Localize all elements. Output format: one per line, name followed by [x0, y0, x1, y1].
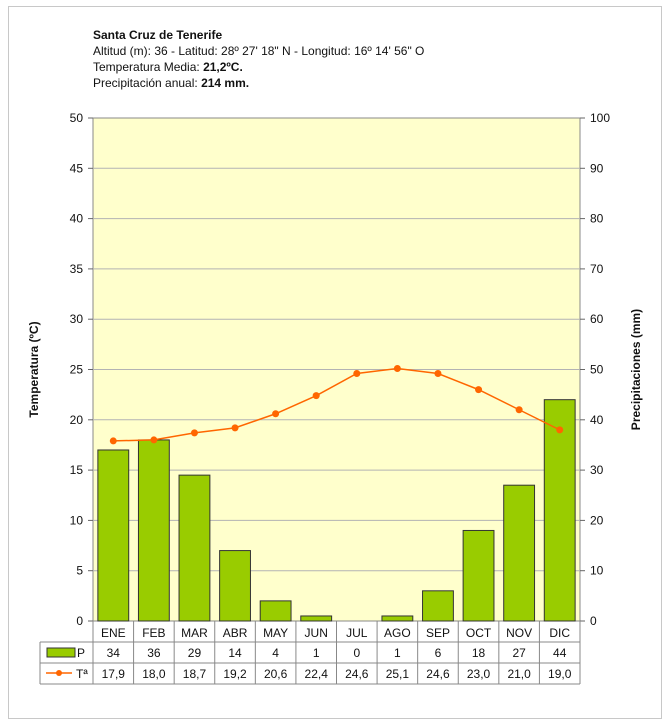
temperature-value: 17,9 — [102, 667, 126, 681]
temperature-point — [515, 406, 523, 414]
precipitation-legend-label: P — [77, 646, 85, 660]
left-tick-label: 0 — [76, 614, 83, 628]
right-tick-label: 20 — [590, 513, 604, 527]
right-tick-label: 70 — [590, 262, 604, 276]
month-label: AGO — [384, 626, 411, 640]
temperature-value: 24,6 — [426, 667, 450, 681]
temperature-value: 25,1 — [386, 667, 410, 681]
precipitation-value: 0 — [353, 646, 360, 660]
precipitation-value: 6 — [435, 646, 442, 660]
temperature-point — [434, 370, 442, 378]
precipitation-bar — [219, 550, 251, 622]
precipitation-bar — [137, 439, 170, 622]
temperature-point — [556, 426, 564, 434]
left-tick-label: 20 — [70, 413, 84, 427]
precipitation-value: 1 — [394, 646, 401, 660]
temperature-value: 22,4 — [305, 667, 329, 681]
right-tick-label: 100 — [590, 111, 610, 125]
month-label: JUN — [305, 626, 328, 640]
month-label: NOV — [506, 626, 532, 640]
month-label: SEP — [426, 626, 450, 640]
precipitation-value: 44 — [553, 646, 567, 660]
station-title: Santa Cruz de Tenerife — [93, 28, 223, 42]
location-info: Altitud (m): 36 - Latitud: 28º 27' 18" N… — [93, 44, 425, 58]
temperature-value: 18,0 — [142, 667, 166, 681]
annual-precipitation-value: 214 mm. — [201, 76, 250, 90]
precipitation-bar — [97, 449, 130, 622]
temperature-value: 23,0 — [467, 667, 491, 681]
left-tick-label: 50 — [70, 111, 84, 125]
right-tick-label: 80 — [590, 212, 604, 226]
precipitation-bar — [543, 399, 576, 622]
precipitation-bar — [381, 615, 414, 622]
temperature-point — [312, 392, 320, 400]
mean-temperature: Temperatura Media: 21,2ºC. — [93, 59, 424, 75]
right-tick-label: 90 — [590, 161, 604, 175]
annual-precipitation-label: Precipitación anual: — [93, 76, 202, 90]
temperature-point — [231, 424, 239, 432]
temperature-legend-label: Tª — [76, 667, 88, 681]
temperature-line — [113, 367, 561, 442]
month-label: ABR — [223, 626, 248, 640]
temperature-value: 24,6 — [345, 667, 369, 681]
temperature-value: 19,2 — [223, 667, 247, 681]
precipitation-bar — [300, 615, 333, 622]
precipitation-bar — [462, 529, 495, 622]
temperature-point — [475, 386, 483, 394]
mean-temperature-label: Temperatura Media: — [93, 60, 204, 74]
precipitation-value: 27 — [512, 646, 526, 660]
right-tick-label: 0 — [590, 614, 597, 628]
right-axis-title: Precipitaciones (mm) — [629, 309, 643, 430]
precipitation-bar — [422, 590, 454, 622]
precipitation-bar — [259, 600, 292, 622]
precipitation-value: 29 — [188, 646, 202, 660]
temperature-value: 18,7 — [183, 667, 207, 681]
temperature-point — [190, 429, 198, 437]
chart-header: Santa Cruz de Tenerife Altitud (m): 36 -… — [93, 27, 424, 91]
month-label: MAY — [263, 626, 288, 640]
precipitation-value: 18 — [472, 646, 486, 660]
temperature-legend-marker — [56, 670, 62, 676]
temperature-point — [150, 436, 158, 444]
month-label: FEB — [142, 626, 165, 640]
temperature-point — [272, 410, 280, 418]
annual-precipitation: Precipitación anual: 214 mm. — [93, 75, 424, 91]
left-tick-label: 25 — [70, 363, 84, 377]
right-tick-label: 40 — [590, 413, 604, 427]
precipitation-value: 34 — [107, 646, 121, 660]
month-label: MAR — [181, 626, 208, 640]
month-label: ENE — [101, 626, 126, 640]
left-tick-label: 15 — [70, 463, 84, 477]
precipitation-bar — [503, 484, 536, 622]
temperature-value: 21,0 — [507, 667, 531, 681]
left-axis-title: Temperatura (ºC) — [27, 321, 41, 417]
left-tick-label: 10 — [70, 513, 84, 527]
mean-temperature-value: 21,2ºC. — [203, 60, 243, 74]
left-tick-label: 30 — [70, 312, 84, 326]
left-tick-label: 45 — [70, 161, 84, 175]
left-tick-label: 35 — [70, 262, 84, 276]
month-label: DIC — [549, 626, 570, 640]
left-tick-label: 5 — [76, 564, 83, 578]
right-tick-label: 50 — [590, 363, 604, 377]
right-tick-label: 10 — [590, 564, 604, 578]
precipitation-value: 1 — [313, 646, 320, 660]
temperature-point — [109, 437, 117, 445]
precipitation-value: 14 — [228, 646, 242, 660]
right-tick-label: 60 — [590, 312, 604, 326]
right-tick-label: 30 — [590, 463, 604, 477]
precipitation-value: 36 — [147, 646, 161, 660]
month-label: JUL — [346, 626, 368, 640]
precipitation-value: 4 — [272, 646, 279, 660]
precipitation-bar — [178, 474, 211, 622]
precipitation-legend-swatch — [46, 647, 76, 658]
temperature-point — [353, 370, 361, 378]
temperature-point — [393, 364, 401, 372]
temperature-value: 20,6 — [264, 667, 288, 681]
left-tick-label: 40 — [70, 212, 84, 226]
month-label: OCT — [466, 626, 492, 640]
temperature-value: 19,0 — [548, 667, 572, 681]
